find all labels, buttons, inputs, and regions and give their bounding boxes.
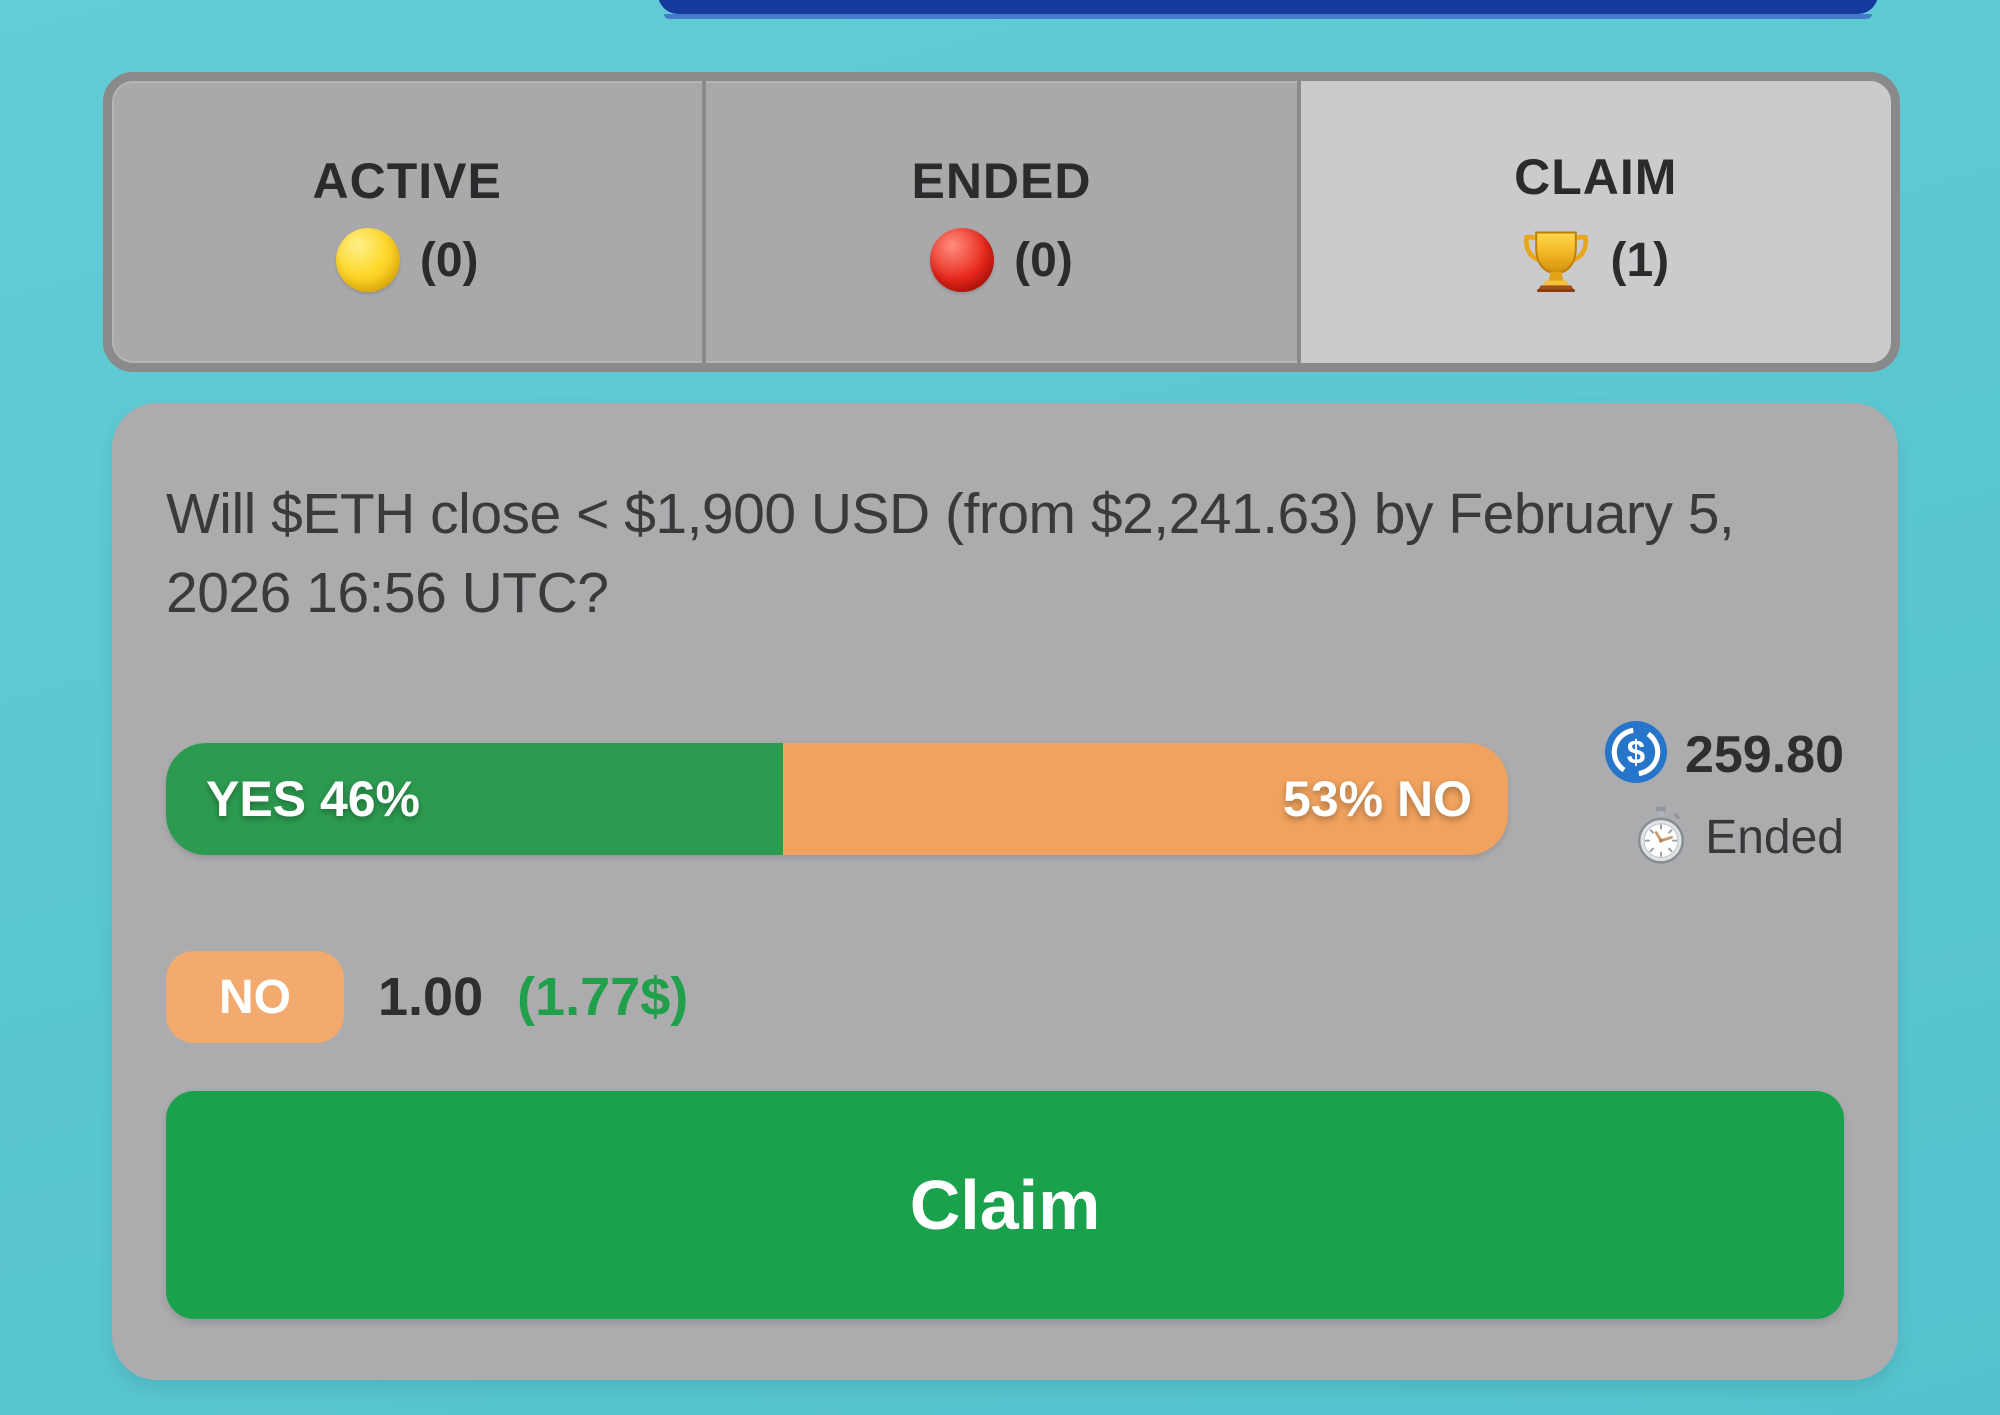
position-side-badge: NO xyxy=(166,951,344,1043)
yellow-circle-icon xyxy=(335,228,400,292)
usdc-icon: $ xyxy=(1604,721,1667,788)
yes-label: YES 46% xyxy=(206,771,421,827)
market-card: Will $ETH close < $1,900 USD (from $2,24… xyxy=(112,403,1898,1380)
svg-text:$: $ xyxy=(1627,734,1645,771)
top-partial-panel xyxy=(658,0,1878,19)
outcome-bar: YES 46% 53% NO xyxy=(166,743,1508,855)
tab-active-label: ACTIVE xyxy=(312,153,502,209)
position-value: (1.77$) xyxy=(517,967,689,1027)
tab-ended[interactable]: ENDED (0) xyxy=(702,81,1296,363)
tab-bar: ACTIVE (0) ENDED (0) CLAIM xyxy=(103,72,1900,372)
tab-claim-count: (1) xyxy=(1610,233,1670,287)
status-row: Ended xyxy=(1635,806,1844,869)
claim-button[interactable]: Claim xyxy=(166,1091,1844,1319)
tab-claim-label: CLAIM xyxy=(1514,148,1678,205)
stake-row: $ 259.80 xyxy=(1604,721,1844,788)
red-circle-icon xyxy=(930,228,995,292)
claim-button-label: Claim xyxy=(909,1166,1101,1244)
tab-ended-count: (0) xyxy=(1014,233,1073,287)
stake-amount: 259.80 xyxy=(1684,725,1844,784)
market-question: Will $ETH close < $1,900 USD (from $2,24… xyxy=(166,482,1735,625)
tab-active-count: (0) xyxy=(419,233,479,287)
status-ended-label: Ended xyxy=(1705,811,1844,864)
tab-ended-count-row: (0) xyxy=(930,228,1073,292)
yes-segment: YES 46% xyxy=(166,743,784,855)
tab-claim-count-row: (1) xyxy=(1522,224,1669,297)
no-label: 53% NO xyxy=(1283,771,1472,827)
tab-ended-label: ENDED xyxy=(911,153,1092,209)
market-info: $ 259.80 xyxy=(1604,721,1844,869)
tab-claim[interactable]: CLAIM xyxy=(1296,81,1891,363)
tab-active-count-row: (0) xyxy=(335,228,479,292)
no-segment: 53% NO xyxy=(783,743,1508,855)
position-price: 1.00 xyxy=(378,967,484,1027)
stopwatch-icon xyxy=(1635,806,1687,869)
position-row: NO 1.00 (1.77$) xyxy=(166,951,688,1043)
trophy-icon xyxy=(1522,224,1590,297)
tab-active[interactable]: ACTIVE (0) xyxy=(112,81,702,363)
